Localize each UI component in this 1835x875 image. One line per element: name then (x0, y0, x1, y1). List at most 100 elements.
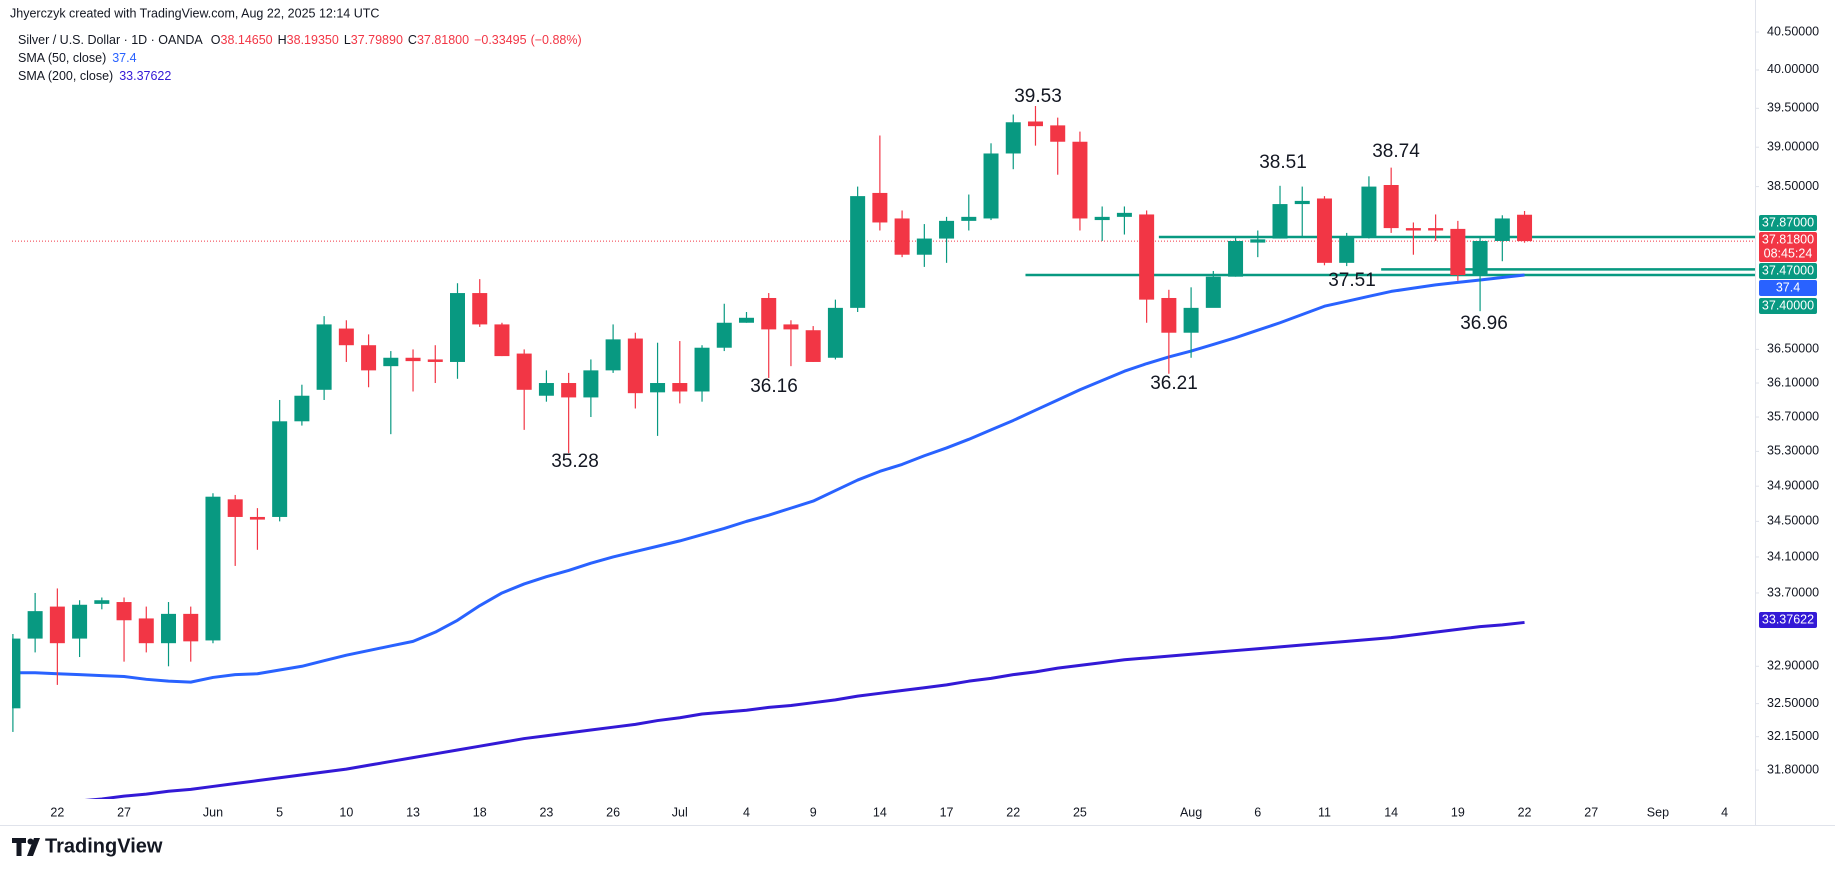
candle-body (27, 611, 43, 639)
y-tick-label: 34.10000 (1767, 549, 1819, 563)
x-tick-label: Aug (1180, 805, 1202, 819)
y-tick-label: 31.80000 (1767, 762, 1819, 776)
x-tick-label: 22 (1006, 805, 1020, 819)
candle-body (1027, 121, 1043, 127)
y-tick-label: 38.50000 (1767, 179, 1819, 193)
candle-body (1116, 212, 1132, 217)
candle-body (1272, 204, 1288, 239)
candle-body (716, 322, 732, 348)
candle-body (161, 613, 177, 644)
price-annotation: 38.51 (1259, 152, 1307, 173)
y-tick-label: 40.00000 (1767, 62, 1819, 76)
candle-body (538, 383, 554, 396)
candle-body (694, 347, 710, 392)
price-annotation: 39.53 (1014, 86, 1062, 107)
candle-body (1161, 297, 1177, 333)
price-badge-label: 37.87000 (1762, 215, 1814, 229)
price-badge (1759, 232, 1817, 262)
candle-body (338, 328, 354, 346)
price-annotation: 36.96 (1460, 313, 1508, 334)
candle-body (1294, 200, 1310, 205)
candle-body (316, 324, 332, 390)
x-tick-label: 10 (339, 805, 353, 819)
candle-body (1383, 185, 1399, 229)
candle-body (272, 421, 288, 517)
y-tick-label: 34.90000 (1767, 478, 1819, 492)
price-badge-label: 37.40000 (1762, 298, 1814, 312)
logo: TradingView (12, 835, 163, 857)
price-annotation: 37.51 (1328, 270, 1376, 291)
x-tick-label: 22 (50, 805, 64, 819)
candle-body (49, 606, 65, 644)
candle-body (583, 370, 599, 398)
x-tick-label: 14 (873, 805, 887, 819)
candle-body (916, 238, 932, 255)
legend-name: SMA (200, close) (18, 69, 113, 83)
candle-body (183, 613, 199, 642)
candle-body (650, 383, 666, 393)
legend-entry: SMA (50, close) 37.4 (18, 51, 137, 65)
candle-body (1094, 216, 1110, 221)
x-tick-label: 13 (406, 805, 420, 819)
price-badge (1759, 263, 1817, 279)
candle-body (1072, 141, 1088, 219)
candle-body (116, 602, 132, 621)
candle-body (94, 600, 110, 604)
candle-body (1316, 198, 1332, 263)
candle-body (894, 218, 910, 255)
price-badge (1759, 298, 1817, 314)
candle-body (805, 330, 821, 362)
legend-key: C (408, 33, 417, 47)
y-tick-label: 35.70000 (1767, 409, 1819, 423)
candle-body (738, 317, 754, 323)
x-tick-label: 27 (117, 805, 131, 819)
legend-change-pct: (−0.88%) (531, 33, 582, 47)
y-tick-label: 40.50000 (1767, 24, 1819, 38)
legend-key: H (278, 33, 287, 47)
price-badge (1759, 280, 1817, 296)
y-tick-label: 36.50000 (1767, 342, 1819, 356)
x-tick-label: 6 (1254, 805, 1261, 819)
candle-body (1428, 228, 1444, 231)
candle-body (827, 307, 843, 358)
x-tick-label: 26 (606, 805, 620, 819)
candle-body (294, 395, 310, 422)
price-badge (1759, 612, 1817, 628)
candle-body (1205, 276, 1221, 308)
legend-value: 37.79890 (351, 33, 403, 47)
candle-body (12, 638, 21, 709)
candle-body (450, 293, 465, 362)
logo-text: TradingView (45, 835, 163, 857)
logo-icon (27, 838, 34, 845)
candle-body (72, 604, 88, 639)
x-tick-label: 11 (1318, 805, 1331, 819)
candle-body (427, 359, 443, 362)
legend-line: Silver / U.S. Dollar · 1D · OANDA O38.146… (18, 33, 582, 47)
countdown: 08:45:24 (1764, 246, 1813, 260)
candle-body (383, 357, 399, 367)
price-annotation: 35.28 (551, 451, 599, 472)
x-tick-label: 4 (743, 805, 750, 819)
price-annotation: 38.74 (1372, 141, 1420, 162)
candle-body (138, 618, 154, 644)
candle-body (672, 383, 688, 392)
candle-body (1183, 307, 1199, 333)
x-tick-label: 27 (1584, 805, 1598, 819)
x-tick-label: 4 (1721, 805, 1728, 819)
legend-value: 38.19350 (287, 33, 339, 47)
x-tick-label: 25 (1073, 805, 1087, 819)
y-tick-label: 36.10000 (1767, 375, 1819, 389)
x-tick-label: Sep (1647, 805, 1669, 819)
candle-body (1228, 240, 1244, 277)
candle-body (249, 516, 265, 520)
candle-body (1139, 214, 1155, 300)
y-tick-label: 32.90000 (1767, 659, 1819, 673)
candle-body (783, 324, 799, 330)
candle-body (205, 496, 221, 641)
y-tick-label: 33.70000 (1767, 585, 1819, 599)
legend-value: 33.37622 (119, 69, 171, 83)
candle-body (761, 297, 777, 330)
y-tick-label: 32.15000 (1767, 729, 1819, 743)
